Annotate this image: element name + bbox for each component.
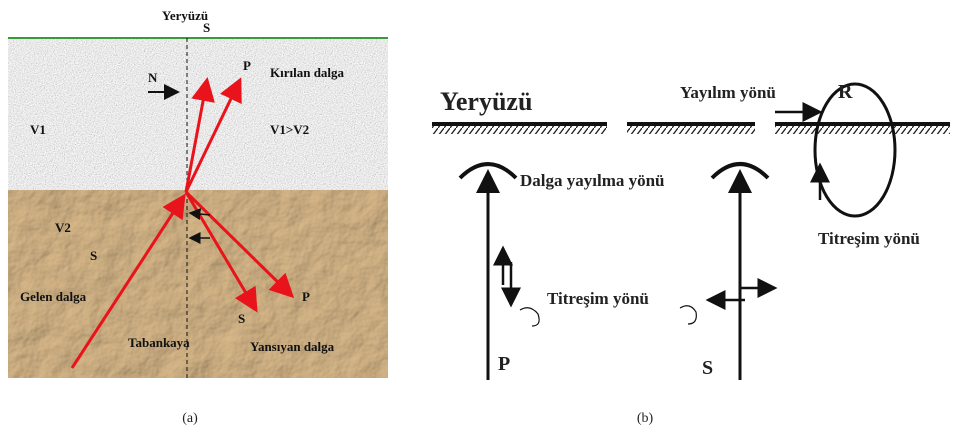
squiggle: [520, 308, 539, 326]
label: Kırılan dalga: [270, 65, 345, 80]
label: Titreşim yönü: [818, 229, 920, 248]
surface-label: Yeryüzü: [440, 87, 532, 116]
label: N: [148, 70, 158, 85]
caption: (a): [182, 411, 198, 426]
label: P: [302, 289, 310, 304]
label: Dalga yayılma yönü: [520, 171, 665, 190]
label: P: [243, 58, 251, 73]
ground: [432, 124, 950, 134]
panel-b: Yeryüzü Yayılım yönü R Dalga yayılma yön…: [432, 81, 950, 380]
label: V2: [55, 220, 71, 235]
label: S: [203, 20, 210, 35]
surface-title: Yeryüzü: [162, 8, 208, 23]
label: Tabankaya: [128, 335, 190, 350]
label: Titreşim yönü: [547, 289, 649, 308]
label: P: [498, 353, 510, 375]
figure: Yeryüzü S P Kırılan dalga N V1 V1>V2 V2 …: [0, 0, 955, 435]
label: V1: [30, 122, 46, 137]
label: V1>V2: [270, 122, 309, 137]
label: S: [90, 248, 97, 263]
label: S: [238, 311, 245, 326]
label: Gelen dalga: [20, 289, 87, 304]
label: R: [838, 81, 853, 103]
r-orbit: [815, 84, 895, 216]
label: Yansıyan dalga: [250, 339, 335, 354]
label: Yayılım yönü: [680, 83, 776, 102]
caption: (b): [637, 411, 654, 426]
label: S: [702, 357, 713, 379]
panel-a: Yeryüzü S P Kırılan dalga N V1 V1>V2 V2 …: [8, 8, 388, 378]
squiggle: [680, 306, 696, 324]
